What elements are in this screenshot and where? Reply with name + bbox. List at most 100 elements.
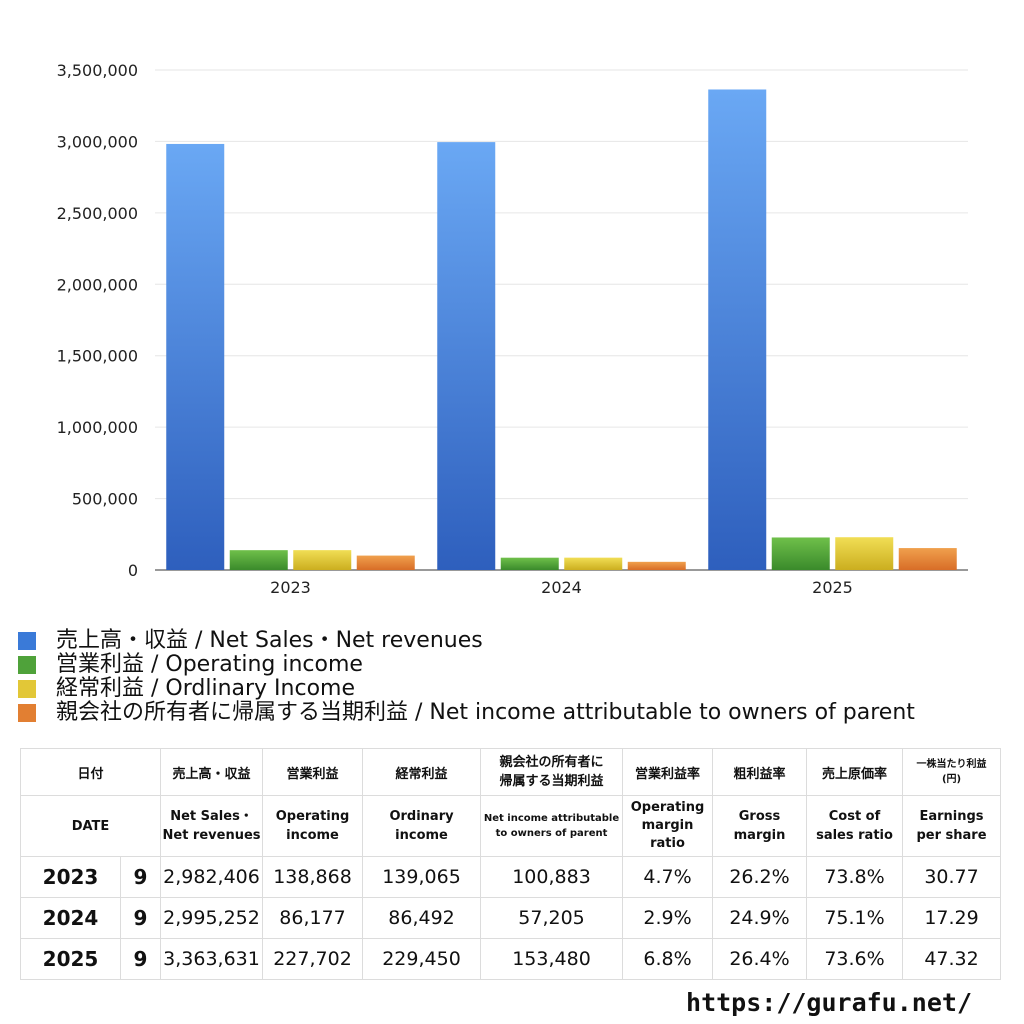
cell-year: 2023 (20, 856, 121, 898)
cell-year: 2025 (20, 938, 121, 980)
legend-item-operating-income: 営業利益 / Operating income (18, 653, 915, 677)
header-op-margin-en-line1: Operating (630, 799, 705, 815)
table-row: 2024 9 2,995,252 86,177 86,492 57,205 2.… (20, 897, 1002, 939)
header-net-jp-line1: 親会社の所有者に (499, 754, 604, 770)
header-net-en-line2: to owners of parent (495, 828, 608, 839)
table-header-jp: 日付 売上高・収益 営業利益 経常利益 親会社の所有者に 帰属する当期利益 営業利… (19, 748, 1002, 796)
header-cost-jp: 売上原価率 (806, 748, 904, 796)
cell-ordinary: 139,065 (362, 856, 482, 898)
x-axis-ticks: 2023 2024 2025 (270, 578, 853, 597)
header-eps-en-line1: Earnings (919, 808, 984, 824)
header-operating-en-line2: income (286, 828, 339, 843)
cell-op-margin: 6.8% (622, 938, 714, 980)
legend-swatch (18, 704, 36, 722)
header-gross-en-line1: Gross (738, 808, 781, 824)
bar (771, 537, 830, 570)
legend-item-net-income: 親会社の所有者に帰属する当期利益 / Net income attributab… (18, 701, 915, 725)
header-net-en: Net income attributable to owners of pare… (480, 795, 624, 857)
legend-label: 営業利益 / Operating income (56, 652, 363, 677)
cell-ordinary: 229,450 (362, 938, 482, 980)
header-gross-en: Gross margin (712, 795, 808, 857)
y-tick-label: 2,000,000 (57, 275, 138, 294)
chart-legend: 売上高・収益 / Net Sales・Net revenues 営業利益 / O… (18, 629, 915, 725)
bar (835, 537, 894, 570)
y-tick-label: 3,500,000 (57, 61, 138, 80)
header-sales-en-line2: Net revenues (162, 828, 261, 843)
header-eps-jp-line1: 一株当たり利益 (916, 759, 987, 770)
cell-sales: 2,982,406 (160, 856, 264, 898)
bar (166, 143, 225, 570)
header-gross-en-line2: margin (733, 828, 786, 843)
legend-label: 売上高・収益 / Net Sales・Net revenues (56, 628, 483, 653)
bar (627, 561, 686, 570)
header-net-jp: 親会社の所有者に 帰属する当期利益 (480, 748, 624, 796)
bar (898, 548, 957, 570)
cell-net: 153,480 (480, 938, 624, 980)
bar-chart: 0 500,000 1,000,000 1,500,000 2,000,000 2,500… (57, 61, 968, 597)
y-tick-label: 3,000,000 (57, 132, 138, 151)
header-date-jp: 日付 (19, 748, 162, 796)
header-op-margin-en-line3: ratio (650, 836, 685, 852)
header-ordinary-en: Ordinary income (362, 795, 482, 857)
header-cost-en: Cost of sales ratio (806, 795, 904, 857)
header-net-jp-line2: 帰属する当期利益 (499, 774, 604, 789)
header-sales-en: Net Sales・ Net revenues (160, 795, 264, 857)
site-url[interactable]: https://gurafu.net/ (686, 988, 972, 1017)
legend-label: 経常利益 / Ordlinary Income (56, 676, 355, 701)
header-eps-jp: 一株当たり利益 (円) (902, 748, 1002, 796)
cell-month: 9 (119, 897, 162, 939)
header-ordinary-en-line2: income (395, 828, 448, 843)
header-operating-en: Operating income (262, 795, 364, 857)
cell-net: 57,205 (480, 897, 624, 939)
cell-eps: 30.77 (902, 856, 1002, 898)
chart-gridlines (155, 69, 968, 571)
header-operating-jp: 営業利益 (262, 748, 364, 796)
bar (356, 555, 415, 570)
cell-cost: 75.1% (806, 897, 904, 939)
table-header-en: DATE Net Sales・ Net revenues Operating inc… (19, 795, 1002, 857)
bar (564, 557, 623, 570)
legend-swatch (18, 680, 36, 698)
header-op-margin-en: Operating margin ratio (622, 795, 714, 857)
cell-month: 9 (119, 856, 162, 898)
cell-operating: 138,868 (262, 856, 364, 898)
cell-operating: 86,177 (262, 897, 364, 939)
legend-swatch (18, 656, 36, 674)
cell-cost: 73.8% (806, 856, 904, 898)
bar (293, 550, 352, 570)
x-tick-label: 2023 (270, 578, 311, 597)
cell-gross: 24.9% (712, 897, 808, 939)
header-sales-en-line1: Net Sales・ (170, 808, 253, 824)
cell-op-margin: 4.7% (622, 856, 714, 898)
y-tick-label: 1,500,000 (57, 347, 138, 366)
header-ordinary-en-line1: Ordinary (389, 808, 454, 824)
legend-swatch (18, 632, 36, 650)
header-ordinary-jp: 経常利益 (362, 748, 482, 796)
cell-operating: 227,702 (262, 938, 364, 980)
header-eps-en: Earnings per share (902, 795, 1002, 857)
cell-eps: 17.29 (902, 897, 1002, 939)
bar (708, 89, 767, 570)
cell-gross: 26.2% (712, 856, 808, 898)
y-tick-label: 1,000,000 (57, 418, 138, 437)
header-op-margin-jp: 営業利益率 (622, 748, 714, 796)
cell-gross: 26.4% (712, 938, 808, 980)
header-operating-en-line1: Operating (275, 808, 350, 824)
header-gross-jp: 粗利益率 (712, 748, 808, 796)
y-tick-label: 500,000 (72, 490, 138, 509)
bar (500, 557, 559, 570)
header-date-en: DATE (19, 795, 162, 857)
cell-op-margin: 2.9% (622, 897, 714, 939)
legend-item-ordinary-income: 経常利益 / Ordlinary Income (18, 677, 915, 701)
cell-eps: 47.32 (902, 938, 1002, 980)
bar (229, 550, 288, 570)
chart-bars (166, 89, 957, 570)
cell-cost: 73.6% (806, 938, 904, 980)
legend-label: 親会社の所有者に帰属する当期利益 / Net income attributab… (56, 700, 915, 725)
table-row: 2025 9 3,363,631 227,702 229,450 153,480… (20, 938, 1002, 980)
cell-ordinary: 86,492 (362, 897, 482, 939)
financial-table: 日付 売上高・収益 営業利益 経常利益 親会社の所有者に 帰属する当期利益 営業利… (19, 748, 1002, 980)
header-sales-jp: 売上高・収益 (160, 748, 264, 796)
header-cost-en-line1: Cost of (828, 808, 881, 824)
bar (437, 142, 496, 570)
